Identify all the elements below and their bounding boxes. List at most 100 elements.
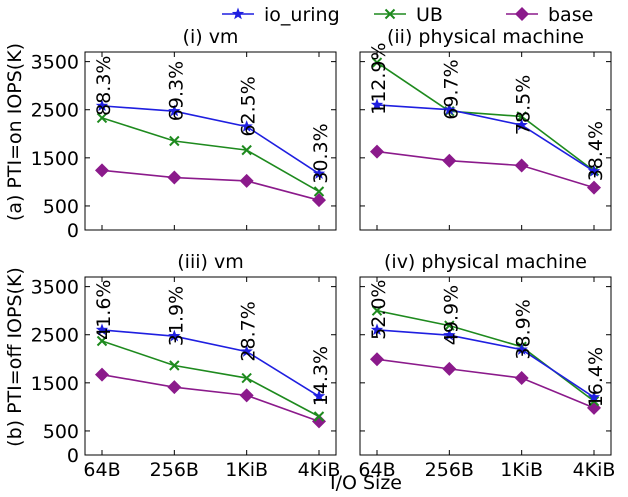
point-base bbox=[442, 361, 457, 376]
y-tick-label: 1500 bbox=[31, 148, 79, 170]
point-UB bbox=[169, 360, 180, 371]
panel-frame bbox=[359, 51, 612, 231]
series-line-UB bbox=[376, 309, 595, 402]
series-line-io_uring bbox=[101, 105, 320, 175]
panel-title: (iv) physical machine bbox=[384, 251, 587, 273]
series-line-base bbox=[376, 358, 595, 409]
point-base bbox=[312, 193, 326, 208]
point-UB bbox=[588, 395, 600, 407]
point-io_uring bbox=[168, 329, 181, 342]
improvement-label: 52.0% bbox=[368, 280, 390, 340]
panel-title: (iii) vm bbox=[177, 251, 243, 273]
panel-4: (iv) physical machine 64B 256B 1KiB 4KiB 52.0… bbox=[358, 251, 615, 481]
improvement-label: 16.4% bbox=[585, 347, 607, 407]
point-UB bbox=[313, 186, 325, 197]
improvement-label: 69.3% bbox=[165, 61, 187, 121]
point-base bbox=[239, 388, 254, 403]
series-line-UB bbox=[376, 61, 595, 172]
panel-frame bbox=[359, 276, 612, 456]
point-io_uring bbox=[95, 323, 109, 336]
point-UB bbox=[241, 372, 252, 384]
x-tick-label: 4KiB bbox=[573, 459, 616, 481]
row-label-bottom: (b) PTI=off IOPS(K) bbox=[4, 267, 26, 447]
point-base bbox=[312, 414, 326, 429]
point-base bbox=[167, 380, 182, 395]
y-tick-label: 2500 bbox=[31, 100, 79, 122]
legend-marker-base bbox=[515, 7, 529, 21]
point-io_uring bbox=[515, 118, 528, 131]
point-base bbox=[442, 153, 457, 168]
point-io_uring bbox=[443, 103, 456, 115]
improvement-label: 112.9% bbox=[368, 42, 390, 114]
improvement-label: 69.7% bbox=[440, 59, 462, 119]
point-base bbox=[167, 170, 182, 185]
y-tick-label: 0 bbox=[67, 445, 79, 467]
legend-label: base bbox=[548, 4, 593, 26]
y-tick-label: 3500 bbox=[31, 52, 79, 74]
series-line-base bbox=[376, 150, 595, 189]
point-base bbox=[370, 144, 384, 159]
legend-label: UB bbox=[416, 4, 443, 26]
point-io_uring bbox=[240, 345, 253, 357]
series-line-io_uring bbox=[376, 104, 595, 172]
improvement-label: 41.6% bbox=[93, 280, 115, 340]
x-tick-label: 256B bbox=[425, 459, 474, 481]
y-tick-label: 500 bbox=[43, 421, 79, 443]
point-UB bbox=[371, 305, 383, 316]
legend-marker-UB bbox=[384, 8, 396, 20]
improvement-label: 78.5% bbox=[513, 75, 535, 135]
improvement-label: 38.4% bbox=[585, 121, 607, 181]
point-io_uring bbox=[370, 98, 384, 111]
improvement-label: 49.9% bbox=[440, 285, 462, 345]
point-UB bbox=[371, 57, 383, 68]
legend: io_uring UB base bbox=[222, 4, 593, 26]
point-UB bbox=[444, 320, 455, 331]
point-io_uring bbox=[587, 390, 601, 403]
point-UB bbox=[169, 135, 180, 147]
point-io_uring bbox=[443, 328, 456, 341]
point-base bbox=[95, 163, 109, 178]
point-io_uring bbox=[515, 343, 528, 355]
improvement-label: 88.3% bbox=[93, 56, 115, 116]
point-io_uring bbox=[95, 99, 109, 112]
x-axis-label: I/O Size bbox=[330, 472, 402, 494]
point-UB bbox=[96, 112, 108, 124]
point-io_uring bbox=[168, 104, 181, 117]
panel-frame bbox=[84, 276, 337, 456]
point-base bbox=[239, 173, 254, 188]
point-io_uring bbox=[370, 323, 384, 336]
row-label-top: (a) PTI=on IOPS(K) bbox=[4, 43, 26, 221]
x-tick-label: 4KiB bbox=[298, 459, 341, 481]
series-line-base bbox=[101, 373, 320, 423]
legend-marker-io_uring bbox=[231, 7, 245, 20]
series-line-UB bbox=[101, 340, 320, 418]
series-line-base bbox=[101, 169, 320, 201]
point-base bbox=[370, 352, 384, 367]
point-UB bbox=[313, 411, 325, 422]
panel-title: (i) vm bbox=[183, 26, 239, 48]
point-UB bbox=[516, 111, 527, 122]
point-base bbox=[514, 371, 529, 386]
point-base bbox=[95, 367, 109, 382]
x-tick-label: 1KiB bbox=[225, 459, 268, 481]
panel-frame bbox=[84, 51, 337, 231]
point-io_uring bbox=[312, 167, 326, 179]
legend-label: io_uring bbox=[264, 4, 340, 26]
point-UB bbox=[96, 335, 108, 347]
x-tick-label: 64B bbox=[358, 459, 395, 481]
y-tick-label: 2500 bbox=[31, 325, 79, 347]
improvement-label: 31.9% bbox=[165, 286, 187, 346]
y-tick-label: 1500 bbox=[31, 373, 79, 395]
y-tick-label: 3500 bbox=[31, 277, 79, 299]
improvement-label: 28.7% bbox=[238, 301, 260, 361]
series-line-io_uring bbox=[376, 329, 595, 398]
point-base bbox=[587, 180, 601, 195]
x-tick-label: 256B bbox=[150, 459, 199, 481]
point-UB bbox=[241, 144, 252, 156]
improvement-label: 62.5% bbox=[238, 76, 260, 136]
improvement-label: 14.3% bbox=[310, 346, 332, 406]
